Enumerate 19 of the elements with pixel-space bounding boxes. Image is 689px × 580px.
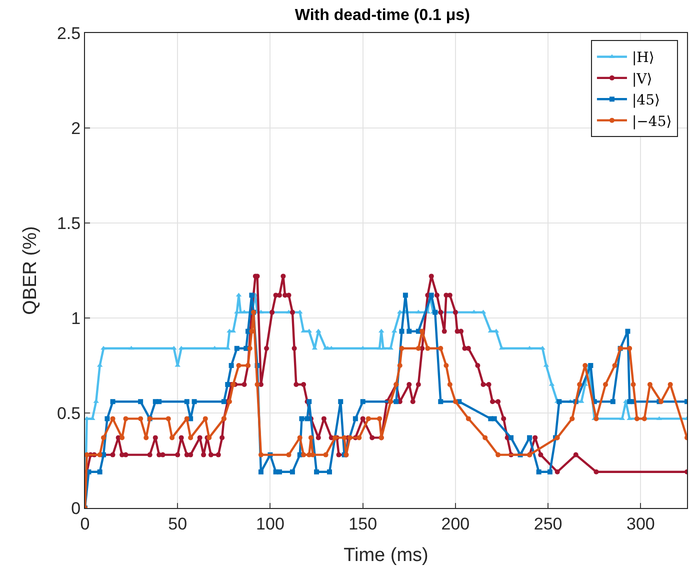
- y-tick-label: 1: [71, 308, 81, 328]
- x-tick-label: 150: [348, 514, 378, 534]
- chart-title: With dead-time (0.1 μs): [294, 6, 470, 24]
- y-tick-label: 2: [71, 118, 81, 138]
- x-tick-label: 50: [168, 514, 188, 534]
- x-tick-label: 250: [534, 514, 562, 534]
- legend-label: |V⟩: [632, 71, 652, 88]
- x-tick-label: 200: [441, 514, 470, 534]
- y-tick-label: 1.5: [56, 214, 81, 233]
- legend-label: |H⟩: [632, 50, 654, 66]
- x-axis-title: Time (ms): [344, 545, 428, 566]
- x-tick-label: 300: [626, 514, 655, 534]
- y-axis-title: QBER (%): [20, 226, 41, 315]
- y-tick-label: 2.5: [56, 24, 81, 43]
- y-tick-label: 0.5: [56, 404, 81, 423]
- legend-label: |−45⟩: [632, 114, 672, 130]
- y-tick-label: 0: [71, 498, 81, 518]
- x-tick-label: 100: [256, 514, 284, 534]
- legend-label: |45⟩: [632, 92, 660, 109]
